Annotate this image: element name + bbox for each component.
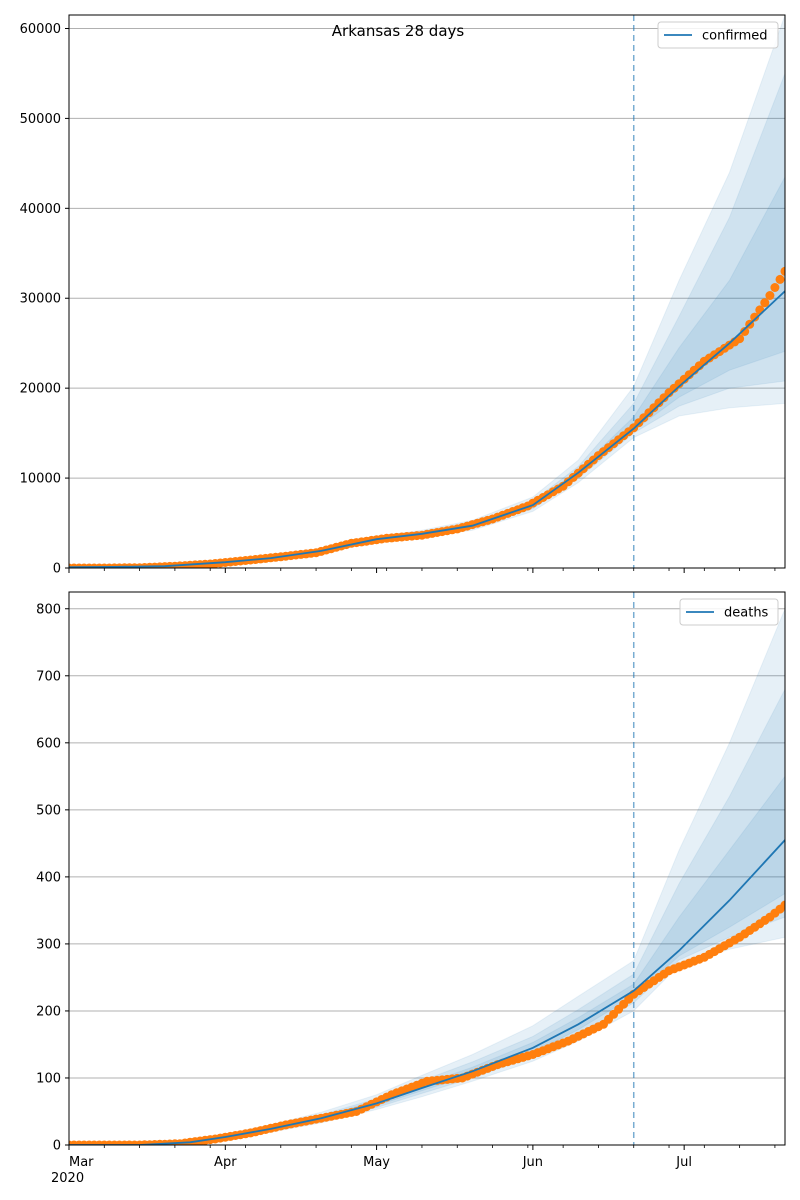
- legend-label: confirmed: [702, 29, 768, 44]
- observed-point: [780, 266, 785, 276]
- x-tick-label: Jun: [522, 1155, 543, 1170]
- observed-point: [765, 291, 775, 300]
- y-tick-label: 0: [53, 562, 61, 577]
- uncertainty-band-0: [69, 608, 785, 1145]
- confirmed-chart-panel: 0 10000 20000 30000 40000 50000 60000 Arkansas …: [20, 14, 786, 577]
- observed-point: [775, 274, 785, 284]
- uncertainty-band-2: [69, 176, 785, 568]
- y-tick-label: 60000: [20, 22, 61, 37]
- y-tick-label: 800: [36, 602, 61, 617]
- uncertainty-band-1: [69, 73, 785, 568]
- y-tick-label: 600: [36, 736, 61, 751]
- x-tick-sublabel: 2020: [51, 1171, 84, 1186]
- uncertainty-band-0: [69, 15, 785, 568]
- legend: deaths: [679, 598, 779, 626]
- model-line-deaths: [69, 839, 785, 1145]
- y-tick-label: 40000: [20, 202, 61, 217]
- observed-point: [740, 327, 750, 336]
- observed-point: [780, 900, 785, 910]
- observed-point: [770, 283, 780, 292]
- y-tick-label: 10000: [20, 472, 61, 487]
- y-tick-label: 0: [53, 1139, 61, 1154]
- observed-point: [750, 312, 760, 322]
- x-tick-label: Mar: [69, 1155, 94, 1170]
- y-tick-label: 500: [36, 803, 61, 818]
- y-tick-label: 700: [36, 669, 61, 684]
- y-tick-label: 300: [36, 937, 61, 952]
- chart-title: Arkansas 28 days: [332, 22, 465, 40]
- y-tick-label: 30000: [20, 292, 61, 307]
- legend-label: deaths: [724, 606, 769, 621]
- plot-area: [69, 15, 785, 568]
- legend: confirmed: [657, 21, 779, 49]
- model-line-confirmed: [69, 290, 785, 568]
- legend-box: [679, 598, 779, 626]
- observed-point: [760, 298, 770, 308]
- y-tick-label: 200: [36, 1004, 61, 1019]
- y-tick-label: 400: [36, 870, 61, 885]
- axes-frame: [68, 591, 786, 1146]
- y-tick-label: 20000: [20, 382, 61, 397]
- legend-box: [657, 21, 779, 49]
- y-tick-label: 100: [36, 1071, 61, 1086]
- axes-frame: [68, 14, 786, 569]
- x-tick-label: Apr: [214, 1155, 237, 1170]
- y-tick-label: 50000: [20, 112, 61, 127]
- x-tick-label: May: [363, 1155, 390, 1170]
- plot-area: [69, 592, 785, 1145]
- x-tick-label: Jul: [675, 1155, 692, 1170]
